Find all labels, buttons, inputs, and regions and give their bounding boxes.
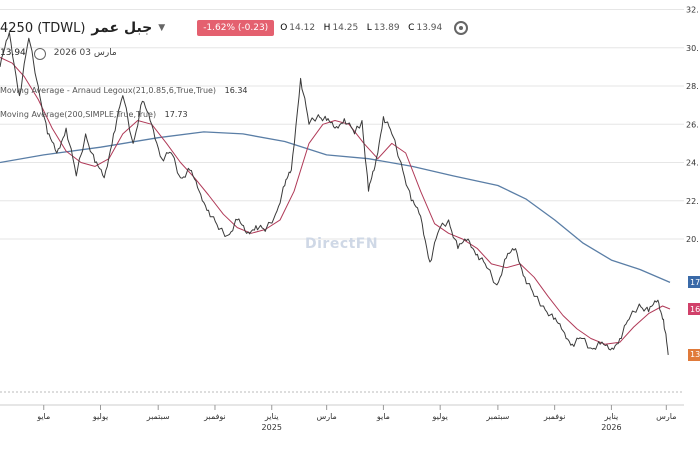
x-tick-year: 2025: [262, 423, 282, 432]
current-value: 13.94: [0, 48, 26, 58]
x-tick-label: سبتمبر: [485, 412, 509, 421]
x-tick-year: 2026: [601, 423, 621, 432]
legend-alma-label: Moving Average - Arnaud Legoux(21,0.85,6…: [0, 86, 217, 95]
y-tick-label: 32.: [686, 6, 699, 15]
x-tick-label: مايو: [36, 412, 50, 421]
ohlc-open-label: O: [280, 23, 288, 33]
y-tick-label: 30.: [686, 44, 699, 53]
chart-header: 4250 (TDWL) جبل عمر ▼ -1.62% (-0.23) O 14…: [0, 14, 469, 42]
symbol-name: جبل عمر: [91, 20, 153, 36]
ohlc-open-value: 14.12: [289, 23, 316, 33]
legend-sma[interactable]: Moving Average(200,SIMPLE,True,True) 17.…: [0, 110, 188, 119]
gear-icon[interactable]: [454, 21, 469, 35]
legend-sma-label: Moving Average(200,SIMPLE,True,True): [0, 110, 157, 119]
clock-icon[interactable]: [33, 48, 46, 60]
y-tick-label: 26.: [686, 120, 699, 129]
x-tick-label: مارس: [316, 412, 336, 421]
y-tick-label: 22.: [686, 197, 699, 206]
x-tick-label: مارس: [656, 412, 676, 421]
change-badge: -1.62% (-0.23): [197, 20, 275, 36]
watermark: DirectFN: [305, 236, 379, 252]
ohlc-low-label: L: [366, 23, 372, 33]
x-tick-label: يوليو: [92, 412, 108, 421]
x-tick-label: نوفمبر: [203, 412, 226, 421]
ohlc-close-value: 13.94: [416, 23, 443, 33]
y-tick-label: 28.: [686, 82, 699, 91]
legend-alma[interactable]: Moving Average - Arnaud Legoux(21,0.85,6…: [0, 86, 248, 95]
series-sma-200: [0, 131, 671, 283]
y-tick-label: 24.: [686, 159, 699, 168]
ohlc-high-value: 14.25: [332, 23, 359, 33]
legend-alma-value: 16.34: [224, 86, 248, 95]
x-tick-label: سبتمبر: [146, 412, 170, 421]
date-label: مارس 03 2026: [53, 48, 117, 58]
series-price: [0, 32, 669, 355]
ohlc-high-label: H: [323, 23, 331, 33]
y-tick-label: 20.: [686, 235, 699, 244]
x-tick-label: يوليو: [432, 412, 448, 421]
x-tick-label: يناير: [264, 412, 279, 421]
ohlc-low-value: 13.89: [373, 23, 400, 33]
symbol-code: 4250 (TDWL): [0, 20, 86, 36]
x-tick-label: مايو: [376, 412, 390, 421]
ohlc-close-label: C: [408, 23, 415, 33]
x-tick-label: نوفمبر: [543, 412, 566, 421]
dropdown-caret-icon[interactable]: ▼: [158, 23, 166, 33]
price-tag: 16.34: [688, 303, 700, 315]
legend-sma-value: 17.73: [164, 110, 188, 119]
ohlc-readout: O 14.12 H 14.25 L 13.89 C 13.94: [280, 23, 442, 33]
chart-subheader: 13.94 مارس 03 2026: [0, 48, 117, 60]
x-tick-label: يناير: [604, 412, 619, 421]
price-tag: 13.94: [688, 348, 700, 361]
price-tag: 17.73: [688, 276, 700, 289]
